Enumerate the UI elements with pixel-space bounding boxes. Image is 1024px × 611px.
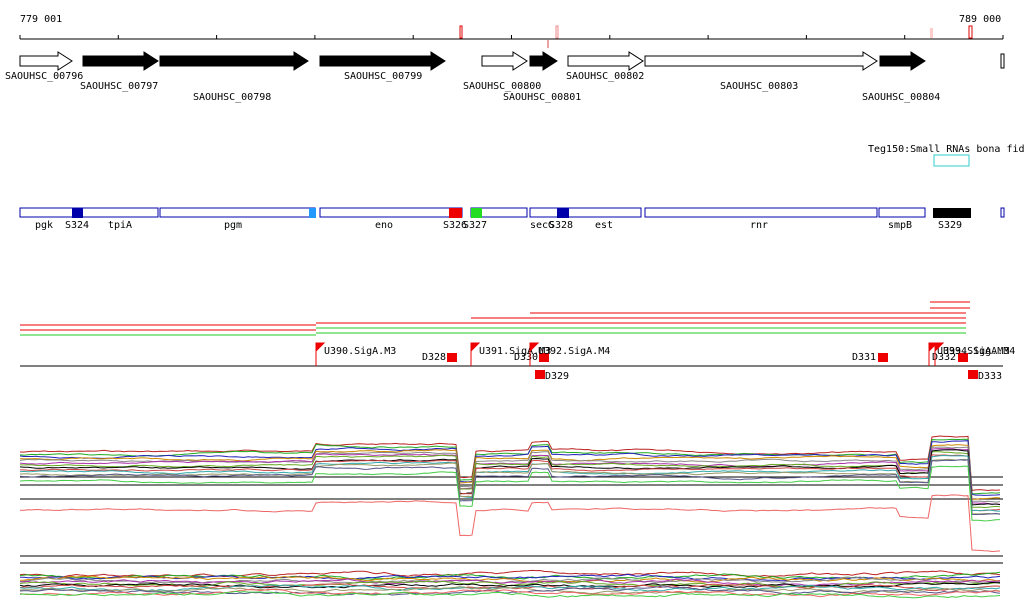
feature-box	[319, 207, 463, 218]
feature-label: pgm	[224, 220, 242, 231]
feature-block	[933, 208, 971, 218]
expression-trace	[19, 585, 1001, 596]
expression-trace	[19, 575, 1001, 583]
expression-trace	[19, 590, 1001, 599]
gene-label: SAOUHSC_00797	[80, 81, 158, 92]
feature-block	[471, 208, 482, 218]
feature-label: S328	[549, 220, 573, 231]
promoter-flag	[934, 342, 945, 366]
promoter-flag	[470, 342, 481, 366]
gene-arrow	[481, 51, 528, 71]
feature-label: eno	[375, 220, 393, 231]
promoter-flag	[928, 342, 939, 366]
expression-trace	[19, 454, 1001, 512]
feature-block	[72, 208, 83, 218]
expression-trace	[19, 569, 1001, 578]
terminator-block	[447, 353, 457, 362]
feature-block	[309, 208, 316, 218]
gene-label: SAOUHSC_00803	[720, 81, 798, 92]
promoter-label: U393.SigA.M3	[937, 346, 1009, 357]
promoter-label: U392.SigA.M4	[538, 346, 610, 357]
gene-label: SAOUHSC_00804	[862, 92, 940, 103]
gene-label: SAOUHSC_00799	[344, 71, 422, 82]
expression-trace	[19, 576, 1001, 584]
terminator-block	[539, 353, 549, 362]
feature-label: S329	[938, 220, 962, 231]
promoter-flag	[315, 342, 326, 366]
expression-trace	[19, 465, 1001, 522]
expression-trace	[20, 494, 1001, 553]
gene-arrow	[159, 51, 309, 71]
feature-label: tpiA	[108, 220, 132, 231]
feature-box	[644, 207, 878, 218]
expression-trace	[19, 588, 1001, 598]
gene-arrow	[319, 51, 446, 71]
expression-trace	[19, 444, 1001, 500]
gene-arrow	[644, 51, 878, 71]
gene-label: SAOUHSC_00796	[5, 71, 83, 82]
feature-label: S324	[65, 220, 89, 231]
gene-label: SAOUHSC_00798	[193, 92, 271, 103]
feature-label: rnr	[750, 220, 768, 231]
feature-block	[557, 208, 569, 218]
ruler-end: 789 000	[959, 14, 1001, 25]
promoter-label: U390.SigA.M3	[324, 346, 396, 357]
feature-box	[159, 207, 316, 218]
expression-trace	[20, 454, 1001, 512]
promoter-label: D330	[514, 352, 538, 363]
gene-arrow	[529, 51, 558, 71]
expression-trace	[19, 435, 1001, 492]
terminator-block	[535, 370, 545, 379]
gene-arrow	[82, 51, 159, 71]
expression-trace	[19, 448, 1001, 505]
feature-box	[529, 207, 642, 218]
track-label: Teg150:Small RNAs bona fid	[868, 144, 1024, 155]
feature-box	[1000, 207, 1005, 218]
ruler-start: 779 001	[20, 14, 62, 25]
gene-arrow	[879, 51, 926, 71]
srna-box	[933, 154, 970, 167]
feature-label: pgk	[35, 220, 53, 231]
promoter-label: D328	[422, 352, 446, 363]
expression-trace	[19, 581, 1000, 589]
feature-label: smpB	[888, 220, 912, 231]
promoter-label: D333	[978, 371, 1002, 382]
gene-stub	[1000, 53, 1005, 69]
feature-label: S327	[463, 220, 487, 231]
promoter-flag	[529, 342, 540, 366]
expression-trace	[19, 446, 1001, 503]
expression-frames	[20, 476, 1003, 564]
terminator-block	[958, 353, 968, 362]
promoter-label: U394.SigA.M4	[943, 346, 1015, 357]
feature-label: est	[595, 220, 613, 231]
expression-trace	[19, 459, 1001, 516]
promoter-label: D331	[852, 352, 876, 363]
gene-label: SAOUHSC_00800	[463, 81, 541, 92]
promoter-label: U391.SigA.M3	[479, 346, 551, 357]
gene-arrow	[567, 51, 644, 71]
expression-trace	[19, 578, 1001, 588]
feature-box	[19, 207, 159, 218]
promoter-label: D329	[545, 371, 569, 382]
feature-label: secG	[530, 220, 554, 231]
feature-label: S326	[443, 220, 467, 231]
gene-arrow	[19, 51, 73, 71]
gene-label: SAOUHSC_00802	[566, 71, 644, 82]
feature-block	[449, 208, 462, 218]
terminator-block	[878, 353, 888, 362]
terminator-block	[968, 370, 978, 379]
feature-box	[878, 207, 926, 218]
promoter-label: D332	[932, 352, 956, 363]
gene-label: SAOUHSC_00801	[503, 92, 581, 103]
conservation-lines	[20, 301, 970, 336]
expression-trace	[19, 451, 1001, 509]
